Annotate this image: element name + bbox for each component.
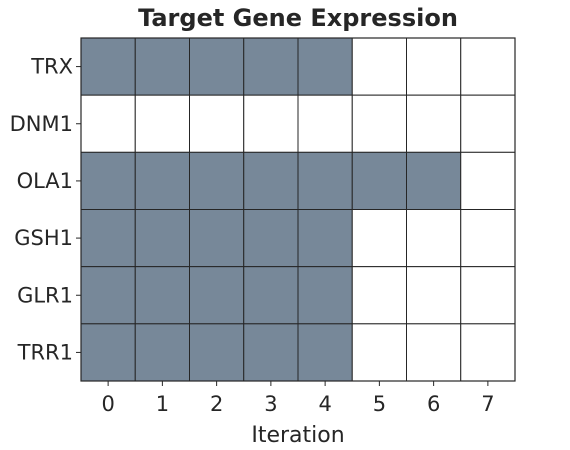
heatmap-cell-dnm1-2	[189, 94, 245, 153]
axis-ticks	[76, 66, 489, 386]
heatmap-cell-trr1-7	[460, 323, 516, 382]
heatmap-cell-dnm1-0	[80, 94, 136, 153]
heatmap-cell-gsh1-5	[351, 209, 407, 268]
heatmap-cell-dnm1-4	[297, 94, 353, 153]
heatmap-cell-trx-3	[243, 37, 299, 96]
heatmap-cell-trr1-6	[406, 323, 462, 382]
y-tick-label-ola1: OLA1	[17, 169, 73, 193]
heatmap-cell-trx-0	[80, 37, 136, 96]
heatmap-cell-gsh1-0	[80, 209, 136, 268]
heatmap-cell-dnm1-6	[406, 94, 462, 153]
heatmap-cell-dnm1-3	[243, 94, 299, 153]
heatmap-cell-gsh1-2	[189, 209, 245, 268]
x-tick-label-6: 6	[427, 392, 440, 416]
heatmap-cell-ola1-3	[243, 151, 299, 210]
plot-frame	[80, 37, 516, 382]
heatmap-cell-gsh1-4	[297, 209, 353, 268]
x-tick-label-1: 1	[156, 392, 169, 416]
y-tick-label-gsh1: GSH1	[14, 226, 73, 250]
heatmap-cell-trx-7	[460, 37, 516, 96]
x-tick-label-3: 3	[264, 392, 277, 416]
x-tick-label-7: 7	[481, 392, 494, 416]
heatmap-cell-trx-1	[134, 37, 190, 96]
heatmap-cell-gsh1-1	[134, 209, 190, 268]
heatmap-cell-ola1-5	[351, 151, 407, 210]
heatmap-cell-ola1-6	[406, 151, 462, 210]
heatmap-cells	[80, 37, 516, 382]
heatmap-cell-trr1-2	[189, 323, 245, 382]
heatmap-cell-trr1-4	[297, 323, 353, 382]
heatmap-cell-trx-6	[406, 37, 462, 96]
heatmap-cell-trx-4	[297, 37, 353, 96]
heatmap-cell-trr1-5	[351, 323, 407, 382]
heatmap-cell-glr1-2	[189, 266, 245, 325]
x-tick-label-0: 0	[101, 392, 114, 416]
heatmap-cell-glr1-4	[297, 266, 353, 325]
y-tick-label-trr1: TRR1	[17, 340, 73, 364]
x-axis-label: Iteration	[251, 423, 344, 448]
heatmap-cell-glr1-1	[134, 266, 190, 325]
heatmap-cell-glr1-7	[460, 266, 516, 325]
chart-title: Target Gene Expression	[138, 4, 458, 32]
heatmap-cell-gsh1-3	[243, 209, 299, 268]
heatmap-cell-glr1-3	[243, 266, 299, 325]
heatmap-cell-dnm1-7	[460, 94, 516, 153]
x-tick-label-2: 2	[210, 392, 223, 416]
heatmap-cell-dnm1-5	[351, 94, 407, 153]
heatmap-cell-trr1-0	[80, 323, 136, 382]
heatmap-cell-ola1-2	[189, 151, 245, 210]
y-tick-label-glr1: GLR1	[17, 283, 73, 307]
heatmap-cell-trx-2	[189, 37, 245, 96]
heatmap-cell-dnm1-1	[134, 94, 190, 153]
heatmap-cell-ola1-1	[134, 151, 190, 210]
heatmap-cell-ola1-4	[297, 151, 353, 210]
x-tick-label-5: 5	[373, 392, 386, 416]
heatmap-cell-gsh1-7	[460, 209, 516, 268]
heatmap-cell-ola1-7	[460, 151, 516, 210]
heatmap-cell-trr1-1	[134, 323, 190, 382]
x-tick-labels: 0 1 2 3 4 5 6 7	[101, 392, 494, 416]
heatmap-cell-glr1-0	[80, 266, 136, 325]
x-tick-label-4: 4	[318, 392, 331, 416]
heatmap-cell-glr1-5	[351, 266, 407, 325]
y-tick-labels: TRX DNM1 OLA1 GSH1 GLR1 TRR1	[10, 55, 73, 365]
y-tick-label-dnm1: DNM1	[10, 112, 73, 136]
heatmap-cell-trx-5	[351, 37, 407, 96]
y-tick-label-trx: TRX	[30, 55, 73, 79]
heatmap-cell-ola1-0	[80, 151, 136, 210]
heatmap-cell-gsh1-6	[406, 209, 462, 268]
heatmap-cell-glr1-6	[406, 266, 462, 325]
heatmap-cell-trr1-3	[243, 323, 299, 382]
